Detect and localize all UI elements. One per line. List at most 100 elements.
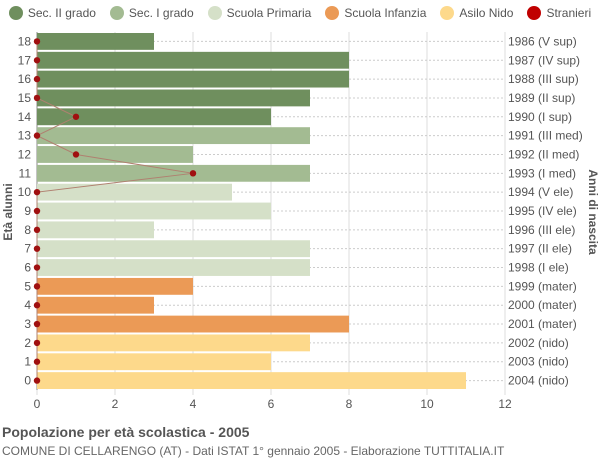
age-tick-label: 14 bbox=[18, 110, 32, 124]
birth-year-label: 1995 (IV ele) bbox=[508, 204, 577, 218]
stranieri-point-age-10[interactable] bbox=[33, 188, 41, 196]
stranieri-point-age-15[interactable] bbox=[33, 94, 41, 102]
legend-item-stranieri[interactable]: Stranieri bbox=[527, 6, 591, 20]
stranieri-point-age-9[interactable] bbox=[33, 207, 41, 215]
age-tick-label: 11 bbox=[19, 166, 32, 180]
birth-year-label: 1999 (mater) bbox=[508, 279, 577, 293]
birth-year-label: 1989 (II sup) bbox=[508, 91, 575, 105]
birth-year-label: 2004 (nido) bbox=[508, 374, 569, 388]
age-tick-label: 7 bbox=[24, 242, 31, 256]
age-tick-label: 4 bbox=[24, 298, 31, 312]
bar-age-8[interactable] bbox=[37, 221, 154, 239]
birth-year-label: 2002 (nido) bbox=[508, 336, 569, 350]
age-tick-label: 18 bbox=[18, 34, 32, 48]
bar-age-0[interactable] bbox=[37, 372, 466, 389]
legend-swatch bbox=[440, 6, 455, 20]
bar-age-9[interactable] bbox=[37, 202, 271, 220]
bar-age-11[interactable] bbox=[37, 164, 310, 182]
age-tick-label: 9 bbox=[24, 204, 31, 218]
y-axis-title-left: Età alunni bbox=[1, 183, 15, 240]
chart-legend: Sec. II grado Sec. I grado Scuola Primar… bbox=[0, 6, 600, 20]
stranieri-point-age-0[interactable] bbox=[33, 377, 41, 384]
bar-age-16[interactable] bbox=[37, 70, 349, 88]
bar-age-3[interactable] bbox=[37, 315, 349, 333]
stranieri-point-age-18[interactable] bbox=[33, 38, 41, 45]
legend-swatch bbox=[325, 6, 340, 20]
bar-age-15[interactable] bbox=[37, 89, 310, 107]
bar-age-12[interactable] bbox=[37, 146, 193, 163]
stranieri-point-age-3[interactable] bbox=[33, 320, 41, 328]
bar-age-2[interactable] bbox=[37, 334, 310, 352]
chart-title: Popolazione per età scolastica - 2005 bbox=[2, 424, 250, 440]
age-tick-label: 1 bbox=[24, 355, 31, 369]
stranieri-point-age-17[interactable] bbox=[33, 57, 41, 64]
age-tick-label: 17 bbox=[18, 53, 32, 67]
birth-year-label: 1994 (V ele) bbox=[508, 185, 573, 199]
bar-age-5[interactable] bbox=[37, 277, 193, 295]
age-tick-label: 8 bbox=[24, 223, 31, 237]
bars bbox=[37, 33, 466, 389]
x-tick-label: 6 bbox=[268, 397, 275, 411]
bar-age-18[interactable] bbox=[37, 33, 154, 50]
stranieri-point-age-8[interactable] bbox=[33, 226, 41, 234]
stranieri-point-age-13[interactable] bbox=[33, 132, 41, 139]
stranieri-point-age-4[interactable] bbox=[33, 302, 41, 309]
stranieri-overlay bbox=[33, 38, 197, 384]
legend-label: Sec. I grado bbox=[128, 6, 194, 20]
age-tick-label: 2 bbox=[24, 336, 31, 350]
bar-age-1[interactable] bbox=[37, 353, 271, 371]
legend-swatch bbox=[8, 6, 23, 20]
x-tick-label: 10 bbox=[420, 397, 434, 411]
x-tick-label: 2 bbox=[112, 397, 119, 411]
legend-item-asilo-nido[interactable]: Asilo Nido bbox=[440, 6, 513, 20]
chart-subtitle: COMUNE DI CELLARENGO (AT) - Dati ISTAT 1… bbox=[2, 444, 505, 458]
birth-year-label: 1987 (IV sup) bbox=[508, 53, 580, 67]
age-tick-label: 0 bbox=[24, 374, 31, 388]
stranieri-point-age-7[interactable] bbox=[33, 245, 41, 252]
bar-age-13[interactable] bbox=[37, 127, 310, 145]
legend-item-scuola-primaria[interactable]: Scuola Primaria bbox=[207, 6, 311, 20]
bar-age-4[interactable] bbox=[37, 296, 154, 314]
birth-year-label: 2003 (nido) bbox=[508, 355, 569, 369]
age-tick-label: 6 bbox=[24, 261, 31, 275]
legend-item-sec-i-grado[interactable]: Sec. I grado bbox=[109, 6, 194, 20]
x-tick-label: 8 bbox=[346, 397, 353, 411]
birth-year-label: 1996 (III ele) bbox=[508, 223, 575, 237]
stranieri-point-age-5[interactable] bbox=[33, 283, 41, 290]
age-tick-label: 3 bbox=[24, 317, 31, 331]
birth-year-label: 1998 (I ele) bbox=[508, 261, 569, 275]
stranieri-point-age-16[interactable] bbox=[33, 75, 41, 83]
legend-swatch bbox=[527, 6, 542, 20]
x-tick-label: 12 bbox=[498, 397, 512, 411]
stranieri-point-age-14[interactable] bbox=[72, 113, 80, 120]
age-tick-label: 15 bbox=[18, 91, 32, 105]
legend-item-scuola-infanzia[interactable]: Scuola Infanzia bbox=[325, 6, 426, 20]
birth-year-label: 1991 (III med) bbox=[508, 129, 583, 143]
x-tick-label: 0 bbox=[34, 397, 41, 411]
age-tick-label: 10 bbox=[18, 185, 32, 199]
bar-age-7[interactable] bbox=[37, 240, 310, 258]
stranieri-point-age-2[interactable] bbox=[33, 339, 41, 347]
legend-label: Scuola Infanzia bbox=[344, 6, 427, 20]
bar-age-17[interactable] bbox=[37, 51, 349, 69]
birth-year-label: 1990 (I sup) bbox=[508, 110, 572, 124]
legend-item-sec-ii-grado[interactable]: Sec. II grado bbox=[8, 6, 96, 20]
legend-swatch bbox=[207, 6, 222, 20]
legend-label: Stranieri bbox=[546, 6, 592, 20]
birth-year-label: 1997 (II ele) bbox=[508, 242, 572, 256]
birth-year-label: 2001 (mater) bbox=[508, 317, 577, 331]
bar-age-10[interactable] bbox=[37, 183, 232, 201]
stranieri-point-age-11[interactable] bbox=[189, 170, 197, 177]
bar-age-6[interactable] bbox=[37, 259, 310, 276]
birth-year-label: 2000 (mater) bbox=[508, 298, 577, 312]
age-tick-label: 5 bbox=[24, 279, 31, 293]
legend-label: Sec. II grado bbox=[27, 6, 96, 20]
y-axis-title-right: Anni di nascita bbox=[586, 169, 600, 255]
stranieri-point-age-12[interactable] bbox=[72, 151, 80, 158]
bar-age-14[interactable] bbox=[37, 108, 271, 126]
stranieri-point-age-6[interactable] bbox=[33, 264, 41, 271]
age-tick-label: 12 bbox=[18, 147, 32, 161]
stranieri-point-age-1[interactable] bbox=[33, 358, 41, 365]
